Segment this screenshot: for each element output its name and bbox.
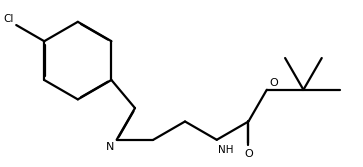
Text: O: O [244,149,253,159]
Text: NH: NH [218,145,233,155]
Text: N: N [106,142,114,152]
Text: Cl: Cl [4,14,14,24]
Text: O: O [269,78,278,88]
